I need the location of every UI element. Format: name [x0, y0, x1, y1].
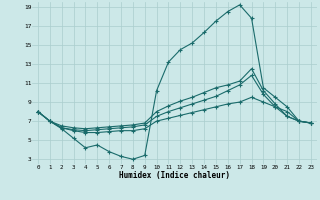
X-axis label: Humidex (Indice chaleur): Humidex (Indice chaleur)	[119, 171, 230, 180]
